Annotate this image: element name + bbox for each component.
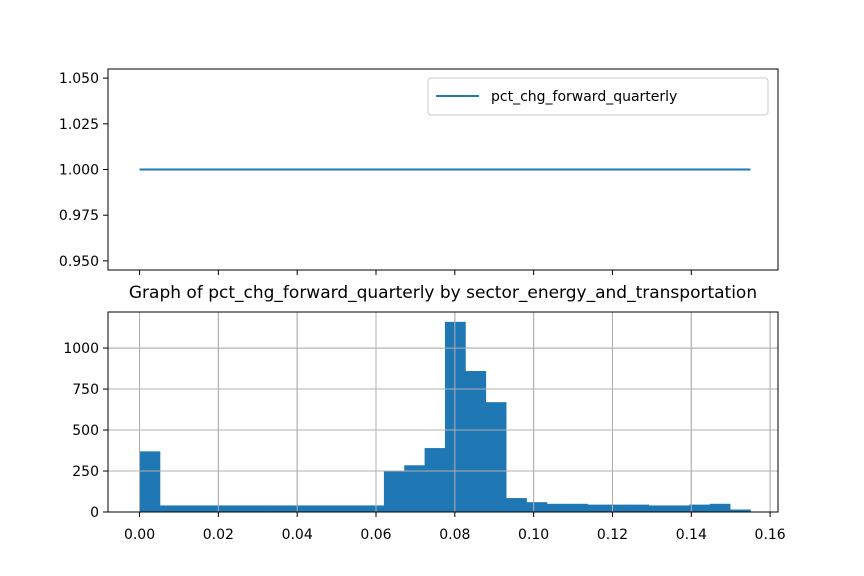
histogram-bar [282, 505, 303, 512]
x-tick-label: 0.10 [518, 527, 549, 543]
y-tick-label: 750 [72, 382, 99, 398]
histogram-bar [546, 503, 568, 512]
histogram-bar [383, 471, 405, 512]
histogram-bar [363, 505, 385, 512]
chart-title: Graph of pct_chg_forward_quarterly by se… [129, 283, 757, 303]
histogram-bar [444, 321, 466, 512]
y-tick-label: 1000 [63, 341, 99, 357]
histogram-axes: Graph of pct_chg_forward_quarterly by se… [63, 283, 785, 543]
line-chart-ticks: 0.950 0.975 1.000 1.025 1.050 [59, 71, 692, 275]
histogram-bar [689, 504, 711, 512]
histogram-bar [343, 505, 364, 512]
histogram-bar [526, 502, 548, 512]
x-tick-label: 0.12 [597, 527, 628, 543]
histogram-bar [159, 505, 181, 512]
x-tick-label: 0.08 [439, 527, 470, 543]
histogram-bar [485, 402, 507, 512]
y-tick-label: 500 [72, 423, 99, 439]
histogram-bar [404, 465, 426, 512]
histogram-ticks: 0 250 500 750 1000 0.00 0.02 0.04 0.06 0.08 0.10 0.… [63, 341, 785, 543]
histogram-bar [302, 505, 324, 512]
y-tick-label: 250 [72, 464, 99, 480]
legend: pct_chg_forward_quarterly [427, 77, 769, 116]
y-tick-label: 0 [90, 505, 99, 521]
histogram-bar [139, 451, 161, 512]
histogram-bar [607, 504, 629, 512]
histogram-bar [567, 503, 588, 512]
x-tick-label: 0.02 [203, 527, 234, 543]
x-tick-label: 0.00 [124, 527, 155, 543]
histogram-bar [220, 505, 242, 512]
y-tick-label: 1.025 [59, 117, 99, 133]
histogram-bar [200, 505, 222, 512]
histogram-bar [180, 505, 202, 512]
histogram-bar [668, 505, 690, 512]
histogram-bar [261, 505, 283, 512]
histogram-bar [628, 504, 650, 512]
y-tick-label: 0.975 [59, 208, 99, 224]
line-chart-frame [107, 68, 779, 271]
y-tick-label: 0.950 [59, 254, 99, 270]
x-tick-label: 0.06 [360, 527, 391, 543]
y-tick-label: 1.000 [59, 163, 99, 179]
histogram-bar [730, 509, 751, 512]
legend-label: pct_chg_forward_quarterly [491, 89, 677, 105]
histogram-bar [709, 503, 731, 512]
histogram-bar [322, 505, 344, 512]
legend-box [427, 77, 769, 116]
histogram-frame [107, 311, 779, 513]
histogram-bar [241, 505, 263, 512]
histogram-bars [139, 321, 751, 512]
histogram-bar [465, 371, 487, 512]
x-tick-label: 0.04 [282, 527, 313, 543]
histogram-bar [424, 448, 446, 512]
histogram-bar [648, 505, 670, 512]
histogram-bar [506, 498, 527, 512]
x-tick-label: 0.14 [676, 527, 707, 543]
y-tick-label: 1.050 [59, 71, 99, 87]
line-chart-axes: 0.950 0.975 1.000 1.025 1.050 pct_chg_forwar… [59, 68, 779, 275]
x-tick-label: 0.16 [755, 527, 786, 543]
histogram-bar [587, 504, 609, 512]
